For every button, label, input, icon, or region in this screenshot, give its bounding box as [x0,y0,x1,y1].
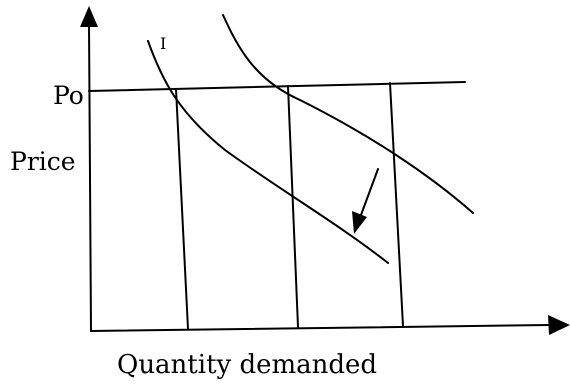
y-axis-line [88,23,92,332]
vertical-line-3 [389,82,404,327]
x-axis-line [90,324,551,332]
y-axis-label: Price [10,147,76,176]
demand-curve-left [147,40,389,264]
y-axis-arrowhead [80,6,98,27]
vertical-line-2 [287,85,299,328]
shift-arrowhead [352,211,367,234]
demand-curve-right [222,14,474,214]
vertical-line-1 [175,88,189,330]
x-axis-label: Quantity demanded [117,350,378,380]
curve-mark-label: I [160,34,167,53]
x-axis-arrowhead [548,315,570,335]
shift-arrow-line [360,168,379,216]
price-level-label: Po [53,81,84,110]
